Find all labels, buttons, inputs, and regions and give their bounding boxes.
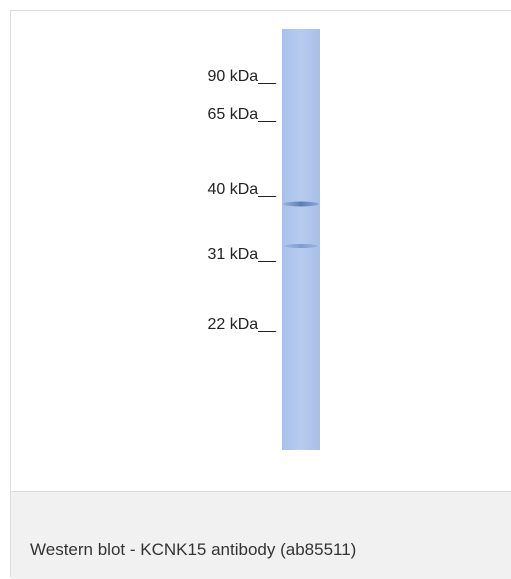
marker-label: 31 kDa__ [208,246,278,263]
caption: Western blot - KCNK15 antibody (ab85511) [30,540,357,559]
caption-area: Western blot - KCNK15 antibody (ab85511) [11,491,511,579]
band [284,244,318,248]
figure: 90 kDa__ 65 kDa__ 40 kDa__ 31 kDa__ 22 k… [10,10,511,579]
marker-label: 22 kDa__ [208,316,278,333]
marker-label: 90 kDa__ [208,68,278,85]
band [283,201,319,207]
blot-image: 90 kDa__ 65 kDa__ 40 kDa__ 31 kDa__ 22 k… [11,11,511,491]
marker-label: 65 kDa__ [208,106,278,123]
marker-label: 40 kDa__ [208,181,278,198]
lane [282,29,320,450]
blot: 90 kDa__ 65 kDa__ 40 kDa__ 31 kDa__ 22 k… [208,29,320,450]
